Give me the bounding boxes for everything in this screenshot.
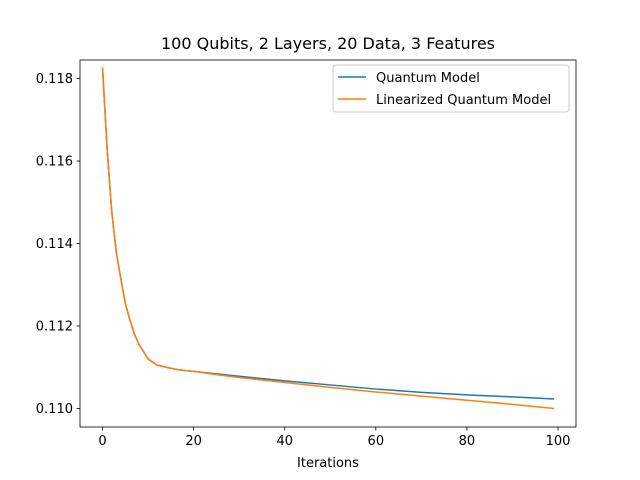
legend: Quantum Model Linearized Quantum Model <box>332 64 570 113</box>
axes-layer: 0 20 40 60 80 100 0.110 0.112 0.114 0.116 0.118 <box>36 59 577 449</box>
legend-box <box>332 64 570 113</box>
x-tick-label: 80 <box>459 434 476 449</box>
series-line-1 <box>101 67 555 410</box>
series-layer <box>101 67 555 410</box>
x-tick-label: 0 <box>98 434 106 449</box>
y-tick-label: 0.112 <box>36 319 73 334</box>
x-tick-label: 100 <box>546 434 571 449</box>
y-tick-label: 0.114 <box>36 237 73 252</box>
series-line-0 <box>101 67 555 400</box>
legend-label-1: Linearized Quantum Model <box>376 93 551 108</box>
legend-label-0: Quantum Model <box>376 71 480 86</box>
y-tick-label: 0.110 <box>36 402 73 417</box>
axes-frame <box>79 59 577 428</box>
y-tick-label: 0.118 <box>36 72 73 87</box>
x-tick-label: 20 <box>185 434 202 449</box>
x-tick-label: 60 <box>368 434 385 449</box>
x-axis-label: Iterations <box>297 456 359 471</box>
chart-title: 100 Qubits, 2 Layers, 20 Data, 3 Feature… <box>161 34 495 53</box>
x-tick-label: 40 <box>276 434 293 449</box>
y-tick-label: 0.116 <box>36 155 73 170</box>
